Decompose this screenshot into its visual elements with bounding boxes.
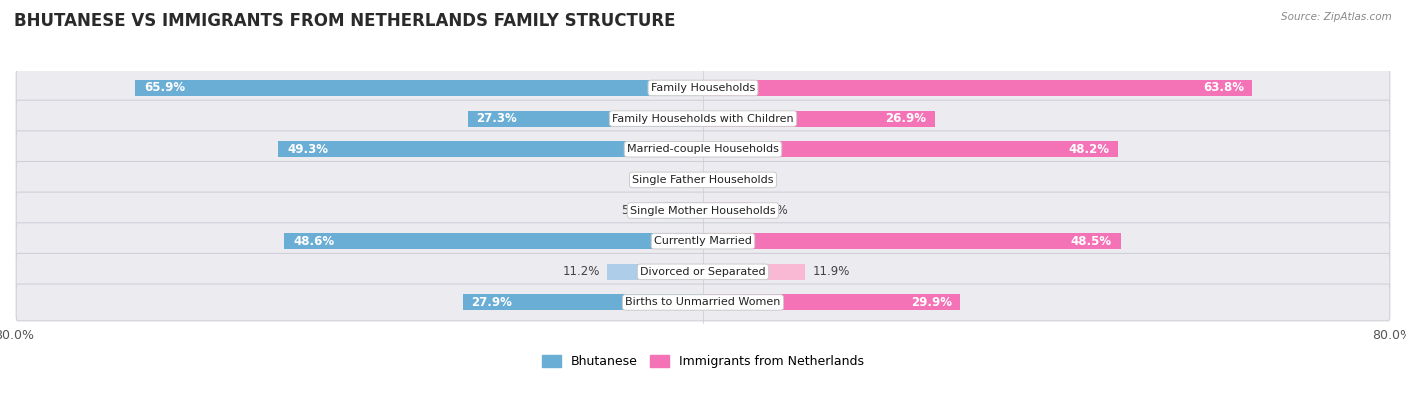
Text: 27.3%: 27.3% [477, 112, 517, 125]
Text: Source: ZipAtlas.com: Source: ZipAtlas.com [1281, 12, 1392, 22]
Text: 11.9%: 11.9% [813, 265, 849, 278]
FancyBboxPatch shape [17, 70, 1389, 106]
Bar [135, 80, 703, 96]
Bar [606, 264, 703, 280]
FancyBboxPatch shape [17, 284, 1389, 321]
Text: Single Mother Households: Single Mother Households [630, 205, 776, 216]
Text: 5.6%: 5.6% [758, 204, 787, 217]
Text: 49.3%: 49.3% [287, 143, 328, 156]
Text: BHUTANESE VS IMMIGRANTS FROM NETHERLANDS FAMILY STRUCTURE: BHUTANESE VS IMMIGRANTS FROM NETHERLANDS… [14, 12, 675, 30]
Bar [685, 172, 703, 188]
Bar [703, 294, 960, 310]
Text: 48.5%: 48.5% [1071, 235, 1112, 248]
Bar [284, 233, 703, 249]
Text: 5.3%: 5.3% [621, 204, 651, 217]
Text: 29.9%: 29.9% [911, 296, 952, 309]
Bar [703, 80, 1253, 96]
FancyBboxPatch shape [17, 192, 1389, 229]
Bar [703, 203, 751, 218]
Text: 2.1%: 2.1% [648, 173, 678, 186]
FancyBboxPatch shape [17, 223, 1389, 260]
FancyBboxPatch shape [17, 254, 1389, 290]
Text: 11.2%: 11.2% [562, 265, 599, 278]
Text: 63.8%: 63.8% [1202, 81, 1244, 94]
Text: Family Households: Family Households [651, 83, 755, 93]
Bar [468, 111, 703, 127]
Bar [278, 141, 703, 157]
FancyBboxPatch shape [17, 162, 1389, 198]
Bar [703, 111, 935, 127]
Text: Married-couple Households: Married-couple Households [627, 144, 779, 154]
Bar [703, 172, 721, 188]
Bar [463, 294, 703, 310]
Bar [703, 141, 1118, 157]
Legend: Bhutanese, Immigrants from Netherlands: Bhutanese, Immigrants from Netherlands [537, 350, 869, 373]
Bar [658, 203, 703, 218]
Text: 65.9%: 65.9% [143, 81, 186, 94]
Text: Single Father Households: Single Father Households [633, 175, 773, 185]
Text: 2.2%: 2.2% [728, 173, 759, 186]
Text: Births to Unmarried Women: Births to Unmarried Women [626, 297, 780, 307]
FancyBboxPatch shape [17, 100, 1389, 137]
Text: 27.9%: 27.9% [471, 296, 512, 309]
Text: 26.9%: 26.9% [884, 112, 927, 125]
Bar [703, 264, 806, 280]
Text: Currently Married: Currently Married [654, 236, 752, 246]
Text: 48.2%: 48.2% [1069, 143, 1109, 156]
Text: Divorced or Separated: Divorced or Separated [640, 267, 766, 277]
Bar [703, 233, 1121, 249]
FancyBboxPatch shape [17, 131, 1389, 167]
Text: Family Households with Children: Family Households with Children [612, 114, 794, 124]
Text: 48.6%: 48.6% [292, 235, 335, 248]
